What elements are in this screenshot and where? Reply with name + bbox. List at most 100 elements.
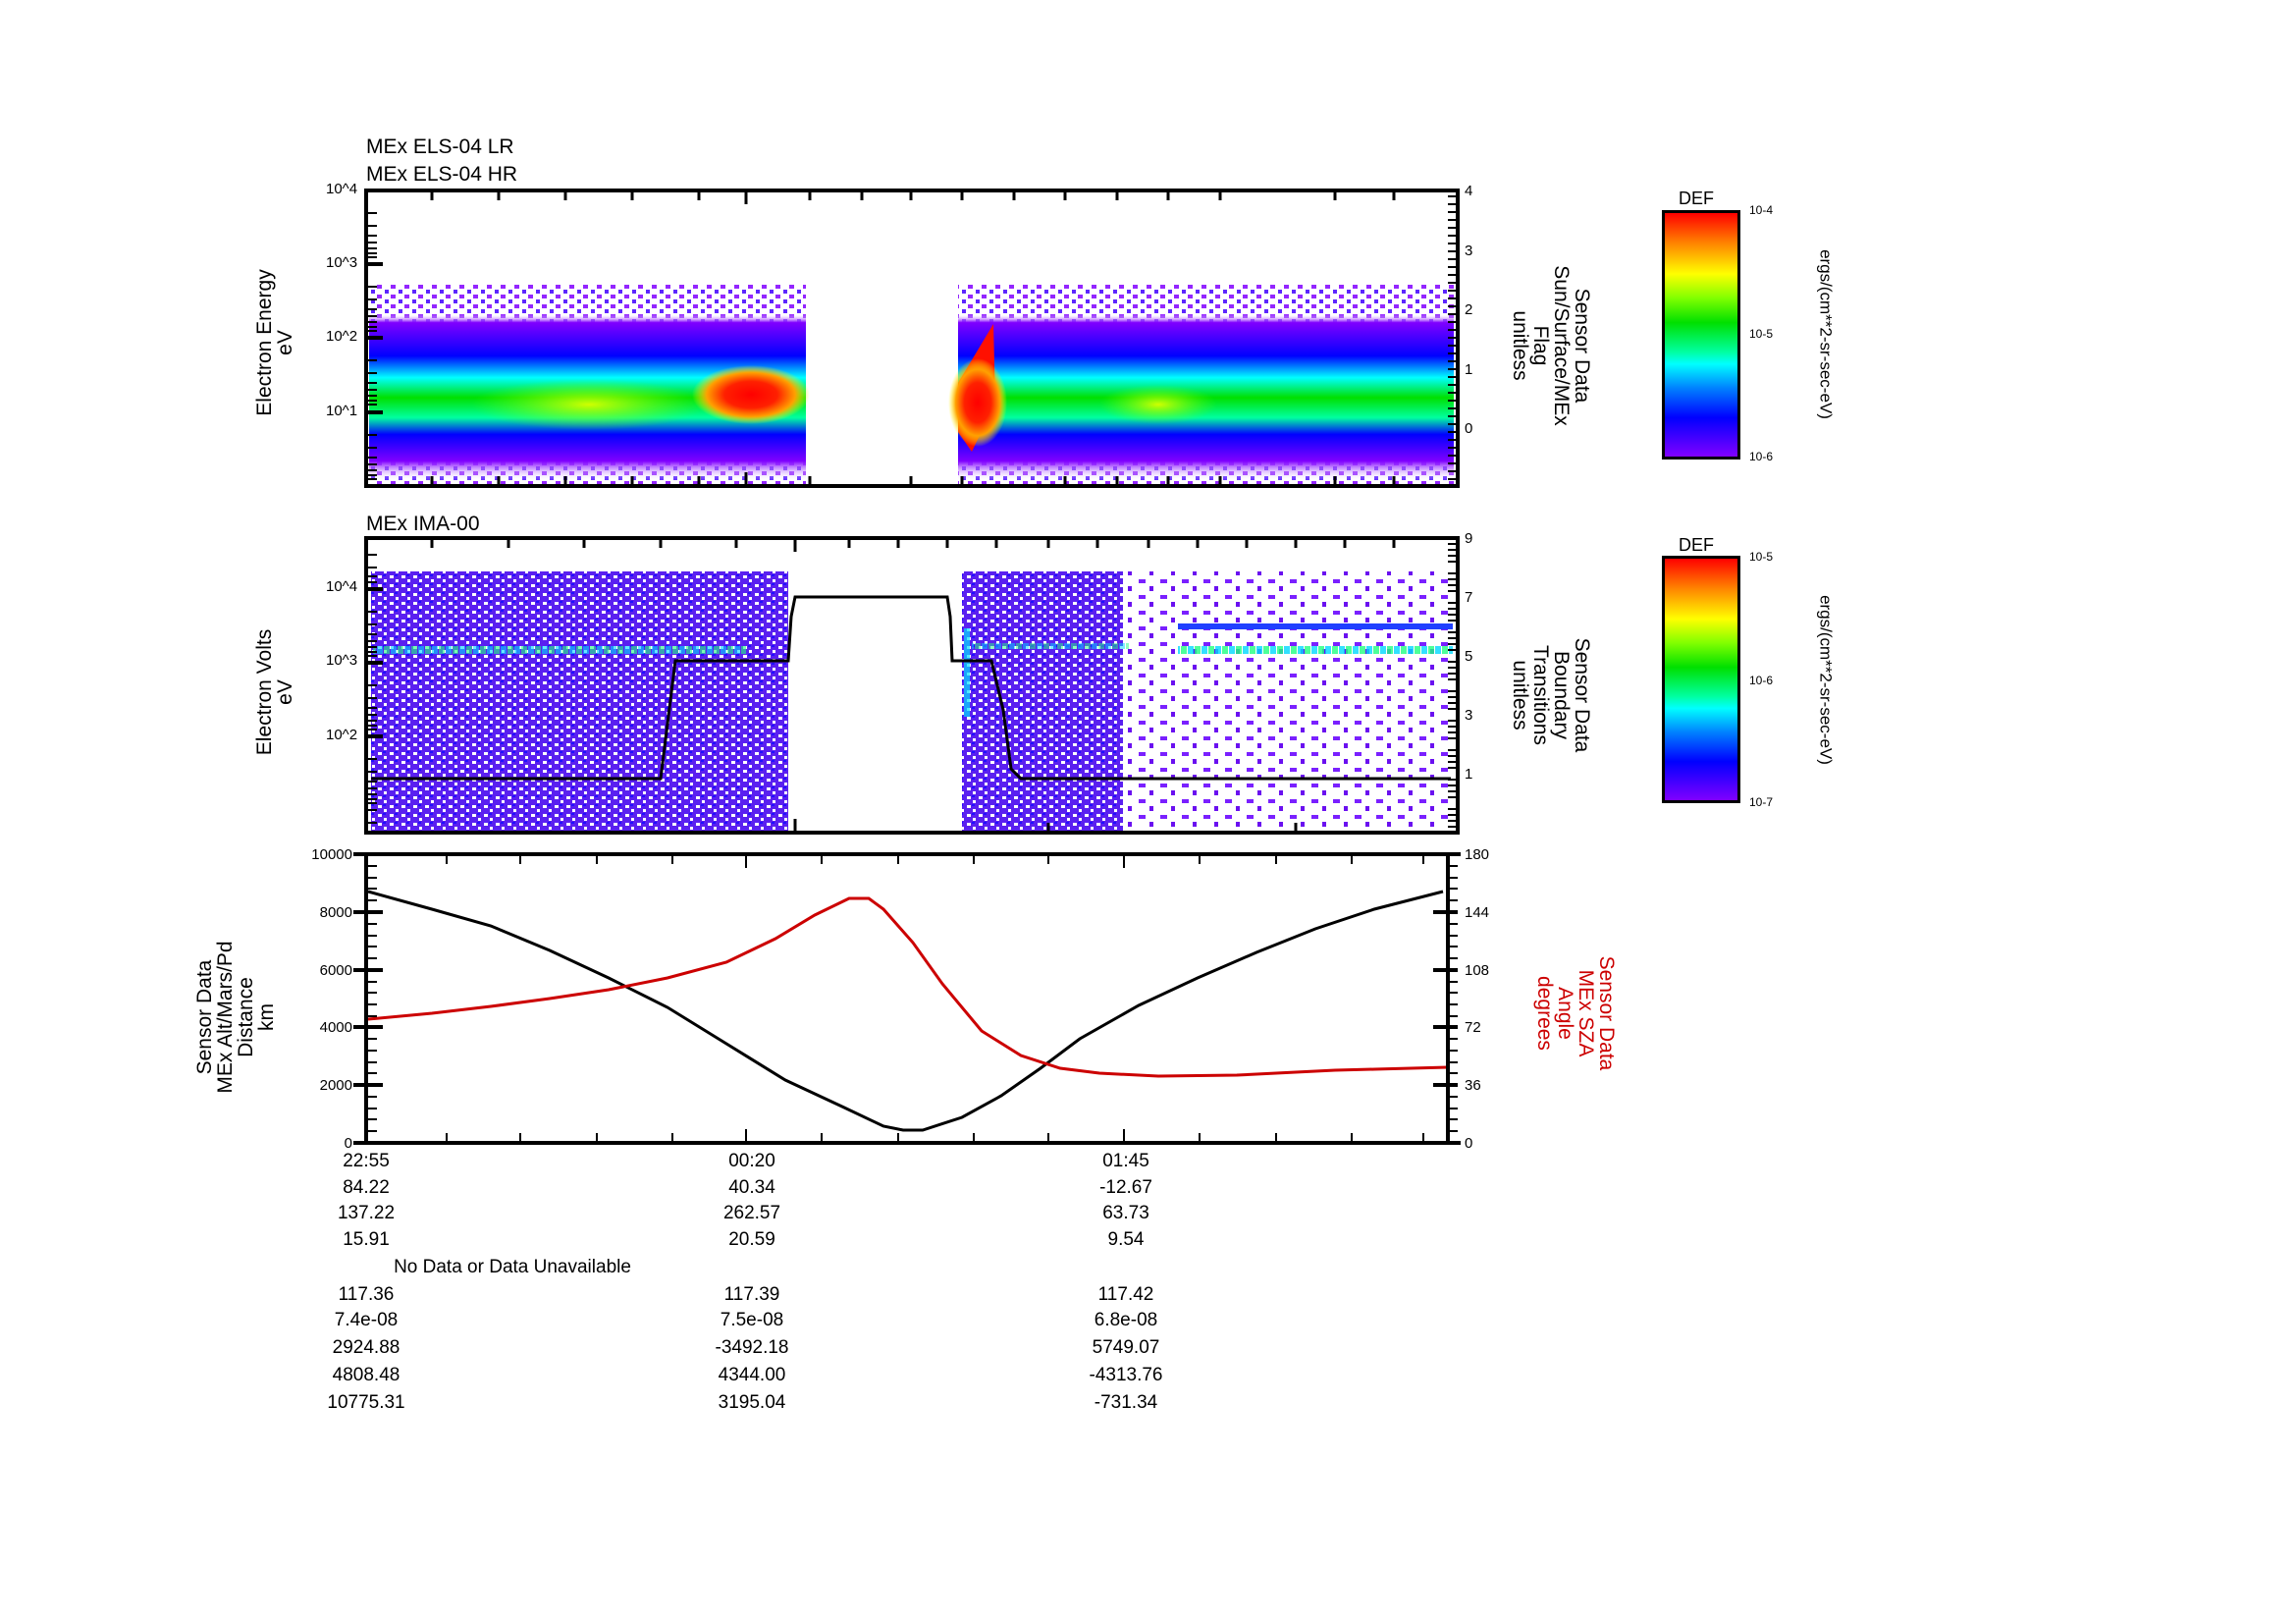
orbit-rtick-36: 36: [1465, 1077, 1481, 1094]
ima-spectrogram: [364, 536, 1460, 835]
ephem-value: 117.42: [1097, 1284, 1154, 1305]
ephem-value: 15.91: [343, 1229, 390, 1250]
ima-title: MEx IMA-00: [366, 513, 480, 535]
ephem-value: 9.54: [1107, 1229, 1145, 1250]
orbit-right-label-line2: MEx SZA: [1575, 969, 1597, 1057]
ephem-value: 6.8e-08: [1094, 1310, 1158, 1330]
ephem-value: 4344.00: [718, 1365, 786, 1385]
sza-line: [367, 896, 1449, 1078]
orbit-rtick-0: 0: [1465, 1135, 1473, 1152]
ephem-value: -3492.18: [715, 1337, 789, 1358]
els-ytick-1e4: 10^4: [326, 181, 358, 197]
ephem-value: 5749.07: [1092, 1337, 1160, 1358]
ima-ylabel-line1: Electron Volts: [253, 628, 276, 756]
ima-right-label-line3: Transitions: [1529, 645, 1552, 745]
els-right-label-line3: Flag: [1529, 325, 1552, 366]
orbit-ylabel-line3: Distance: [235, 977, 257, 1057]
ephem-value: 117.39: [723, 1284, 780, 1305]
ephem-value-nodata: No Data or Data Unavailable: [394, 1257, 631, 1277]
ima-cb-mid: 10-6: [1749, 674, 1774, 687]
ephem-value: 10775.31: [327, 1392, 405, 1413]
ima-cb-unit: ergs/(cm**2-sr-sec-eV): [1816, 595, 1836, 765]
els-cb-bottom: 10-6: [1749, 450, 1774, 463]
ephem-value: -731.34: [1094, 1392, 1158, 1413]
ephem-value: -4313.76: [1089, 1365, 1163, 1385]
ima-right-label: Sensor Data Boundary Transitions unitles…: [1509, 597, 1593, 793]
ephem-value: 4808.48: [332, 1365, 400, 1385]
ima-colorbar-title: DEF: [1679, 535, 1714, 555]
els-cb-unit: ergs/(cm**2-sr-sec-eV): [1816, 249, 1836, 419]
ephem-value: 22:55: [343, 1151, 390, 1171]
ephem-value: 117.36: [338, 1284, 395, 1305]
ima-colorbar: [1662, 556, 1740, 803]
ephem-value: 01:45: [1102, 1151, 1149, 1171]
ima-rtick-5: 5: [1465, 648, 1473, 665]
els-colorbar: [1662, 210, 1740, 460]
els-right-label-line2: Sun/Surface/MEx: [1550, 265, 1573, 426]
ima-cb-top: 10-5: [1749, 550, 1774, 564]
orbit-ytick-0: 0: [344, 1135, 352, 1152]
ephem-value: 84.22: [343, 1177, 390, 1198]
orbit-ytick-8000: 8000: [319, 904, 352, 921]
orbit-ylabel-line2: MEx Alt/Mars/Pd: [214, 941, 237, 1094]
els-rtick-0: 0: [1465, 420, 1473, 437]
ephem-value: 20.59: [728, 1229, 775, 1250]
els-rtick-2: 2: [1465, 301, 1473, 318]
els-colorbar-title: DEF: [1679, 189, 1714, 208]
ima-ylabel-line2: eV: [274, 679, 296, 705]
els-rtick-1: 1: [1465, 361, 1473, 378]
els-right-label-line1: Sensor Data: [1571, 288, 1593, 404]
els-cb-top: 10-4: [1749, 203, 1774, 217]
ima-ytick-1e3: 10^3: [326, 652, 358, 669]
orbit-rtick-144: 144: [1465, 904, 1490, 921]
orbit-right-label-line3: Angle: [1554, 987, 1576, 1040]
ephem-value: 137.22: [337, 1203, 396, 1223]
orbit-right-label: Sensor Data MEx SZA Angle degrees: [1533, 945, 1618, 1082]
ephem-value: -12.67: [1099, 1177, 1152, 1198]
ephem-value: 262.57: [722, 1203, 781, 1223]
els-ylabel-line2: eV: [274, 330, 296, 355]
els-ytick-1e1: 10^1: [326, 403, 358, 419]
els-ytick-1e3: 10^3: [326, 254, 358, 271]
orbit-ytick-6000: 6000: [319, 962, 352, 979]
ephem-value: 00:20: [728, 1151, 775, 1171]
orbit-right-label-line4: degrees: [1533, 976, 1556, 1051]
els-title-lr: MEx ELS-04 LR: [366, 135, 514, 158]
els-ylabel-line1: Electron Energy: [253, 269, 276, 416]
ima-rtick-9: 9: [1465, 530, 1473, 547]
ima-ytick-1e4: 10^4: [326, 578, 358, 595]
orbit-rtick-72: 72: [1465, 1019, 1481, 1036]
orbit-ylabel-line1: Sensor Data: [193, 959, 216, 1075]
els-rtick-3: 3: [1465, 243, 1473, 259]
orbit-ylabel-line4: km: [255, 1003, 278, 1031]
els-ytick-1e2: 10^2: [326, 328, 358, 345]
ima-ylabel: Electron Volts eV: [253, 604, 296, 781]
orbit-ytick-2000: 2000: [319, 1077, 352, 1094]
ima-rtick-1: 1: [1465, 766, 1473, 783]
ima-right-label-line2: Boundary: [1550, 651, 1573, 739]
ephem-value: 7.4e-08: [334, 1310, 399, 1330]
ephem-value: 7.5e-08: [720, 1310, 784, 1330]
altitude-line: [367, 890, 1444, 1132]
orbit-right-label-line1: Sensor Data: [1595, 955, 1618, 1071]
orbit-rtick-180: 180: [1465, 846, 1490, 863]
ima-cb-bottom: 10-7: [1749, 795, 1774, 809]
ephem-value: 2924.88: [332, 1337, 400, 1358]
els-ylabel: Electron Energy eV: [253, 254, 296, 431]
ephemeris-table: 2019/122 22:55 00:20 01:45 PdLat (deg) 8…: [0, 1151, 2296, 1426]
ephem-value: 63.73: [1102, 1203, 1149, 1223]
els-title-hr: MEx ELS-04 HR: [366, 163, 518, 186]
orbit-ytick-10000: 10000: [311, 846, 352, 863]
ephem-value: 40.34: [728, 1177, 775, 1198]
ima-right-label-line4: unitless: [1509, 660, 1531, 730]
orbit-ytick-4000: 4000: [319, 1019, 352, 1036]
els-rtick-4: 4: [1465, 183, 1473, 199]
orbit-rtick-108: 108: [1465, 962, 1490, 979]
orbit-ylabel: Sensor Data MEx Alt/Mars/Pd Distance km: [193, 919, 278, 1115]
ima-ytick-1e2: 10^2: [326, 727, 358, 743]
ima-right-label-line1: Sensor Data: [1571, 637, 1593, 753]
els-cb-mid: 10-5: [1749, 327, 1774, 341]
ima-rtick-7: 7: [1465, 589, 1473, 606]
els-spectrogram: [364, 189, 1460, 488]
ima-rtick-3: 3: [1465, 707, 1473, 724]
